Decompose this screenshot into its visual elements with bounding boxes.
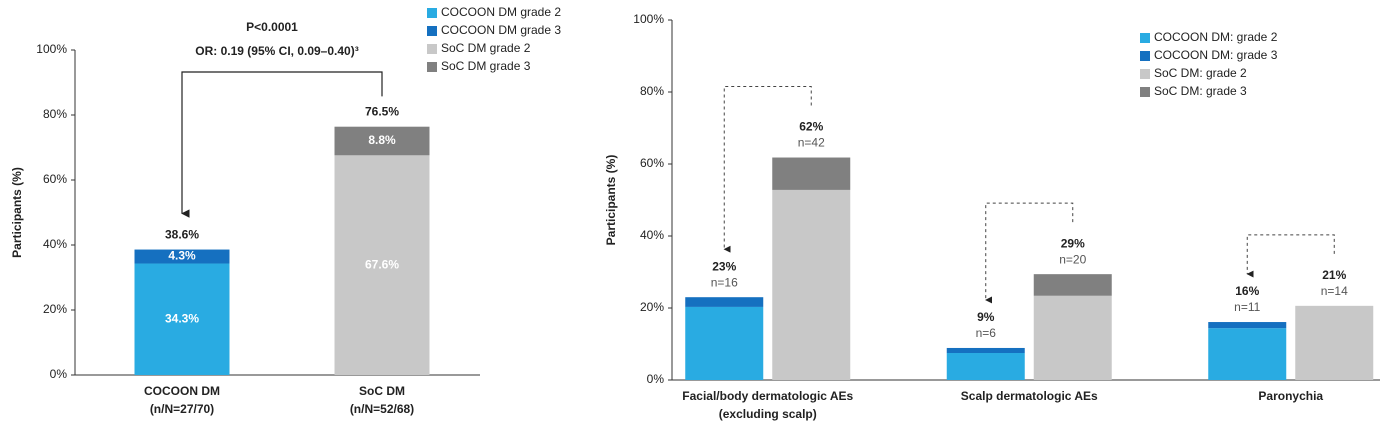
value-label: 67.6% (365, 257, 399, 271)
value-label: 34.3% (165, 311, 199, 325)
total-label: 21% (1322, 268, 1346, 282)
y-axis-label: Participants (%) (10, 167, 24, 258)
y-tick-label: 40% (640, 228, 664, 242)
y-tick-label: 0% (50, 367, 68, 381)
annotation: OR: 0.19 (95% CI, 0.09–0.40)³ (195, 44, 358, 58)
x-tick-label: Paronychia (1258, 389, 1323, 403)
total-label: 38.6% (165, 228, 199, 242)
bar-segment (1295, 305, 1374, 380)
x-tick-note: (n/N=27/70) (150, 402, 214, 416)
bar-segment (334, 155, 430, 375)
bar-segment (1033, 295, 1112, 380)
comparison-arrow (985, 202, 1074, 304)
bar-segment (134, 249, 230, 264)
y-tick-label: 60% (43, 172, 67, 186)
legend-label: SoC DM: grade 3 (1154, 84, 1247, 98)
legend-label: SoC DM grade 2 (441, 41, 531, 55)
bar-segment (1208, 322, 1287, 329)
bar-segment (1033, 274, 1112, 296)
total-label: 76.5% (365, 105, 399, 119)
y-tick-label: 0% (647, 372, 665, 386)
y-tick-label: 40% (43, 237, 67, 251)
value-label: 8.8% (368, 133, 396, 147)
n-label: n=20 (1059, 252, 1086, 266)
x-tick-label: Scalp dermatologic AEs (961, 389, 1098, 403)
n-label: n=14 (1321, 284, 1348, 298)
bar-segment (134, 263, 230, 375)
y-tick-label: 20% (640, 300, 664, 314)
legend-label: COCOON DM: grade 3 (1154, 48, 1278, 62)
bar-segment (685, 306, 764, 380)
legend-swatch (1140, 33, 1150, 43)
x-tick-label: COCOON DM (144, 384, 220, 398)
legend-swatch (1140, 69, 1150, 79)
y-tick-label: 100% (36, 42, 67, 56)
n-label: n=42 (798, 136, 825, 150)
bar-segment (772, 189, 851, 380)
total-label: 16% (1235, 284, 1259, 298)
bar-segment (685, 297, 764, 307)
y-tick-label: 100% (633, 12, 664, 26)
legend-swatch (427, 44, 437, 54)
value-label: 4.3% (168, 249, 196, 263)
y-tick-label: 20% (43, 302, 67, 316)
total-label: 29% (1061, 236, 1085, 250)
bar-segment (946, 347, 1025, 353)
y-tick-label: 80% (640, 84, 664, 98)
y-tick-label: 60% (640, 156, 664, 170)
legend-label: COCOON DM grade 3 (441, 23, 561, 37)
legend-swatch (427, 26, 437, 36)
legend-label: SoC DM grade 3 (441, 59, 531, 73)
legend-swatch (1140, 87, 1150, 97)
bar-segment (334, 126, 430, 156)
legend-label: COCOON DM: grade 2 (1154, 30, 1278, 44)
x-tick-label: SoC DM (359, 384, 405, 398)
x-tick-note: (n/N=52/68) (350, 402, 414, 416)
total-label: 62% (799, 120, 823, 134)
x-tick-note: (excluding scalp) (719, 407, 817, 421)
legend-label: COCOON DM grade 2 (441, 5, 561, 19)
y-tick-label: 80% (43, 107, 67, 121)
legend-label: SoC DM: grade 2 (1154, 66, 1247, 80)
legend-swatch (1140, 51, 1150, 61)
annotation: P<0.0001 (246, 20, 298, 34)
legend-swatch (427, 8, 437, 18)
n-label: n=11 (1234, 300, 1260, 314)
comparison-arrow (181, 71, 383, 218)
bar-segment (1208, 328, 1287, 380)
total-label: 9% (977, 310, 995, 324)
x-tick-label: Facial/body dermatologic AEs (682, 389, 853, 403)
comparison-arrow (1246, 234, 1335, 278)
legend-swatch (427, 62, 437, 72)
bar-segment (772, 157, 851, 190)
total-label: 23% (712, 259, 736, 273)
n-label: n=16 (711, 275, 738, 289)
y-axis-label: Participants (%) (604, 155, 618, 246)
bar-segment (946, 353, 1025, 380)
comparison-arrow (723, 86, 812, 253)
n-label: n=6 (976, 326, 997, 340)
